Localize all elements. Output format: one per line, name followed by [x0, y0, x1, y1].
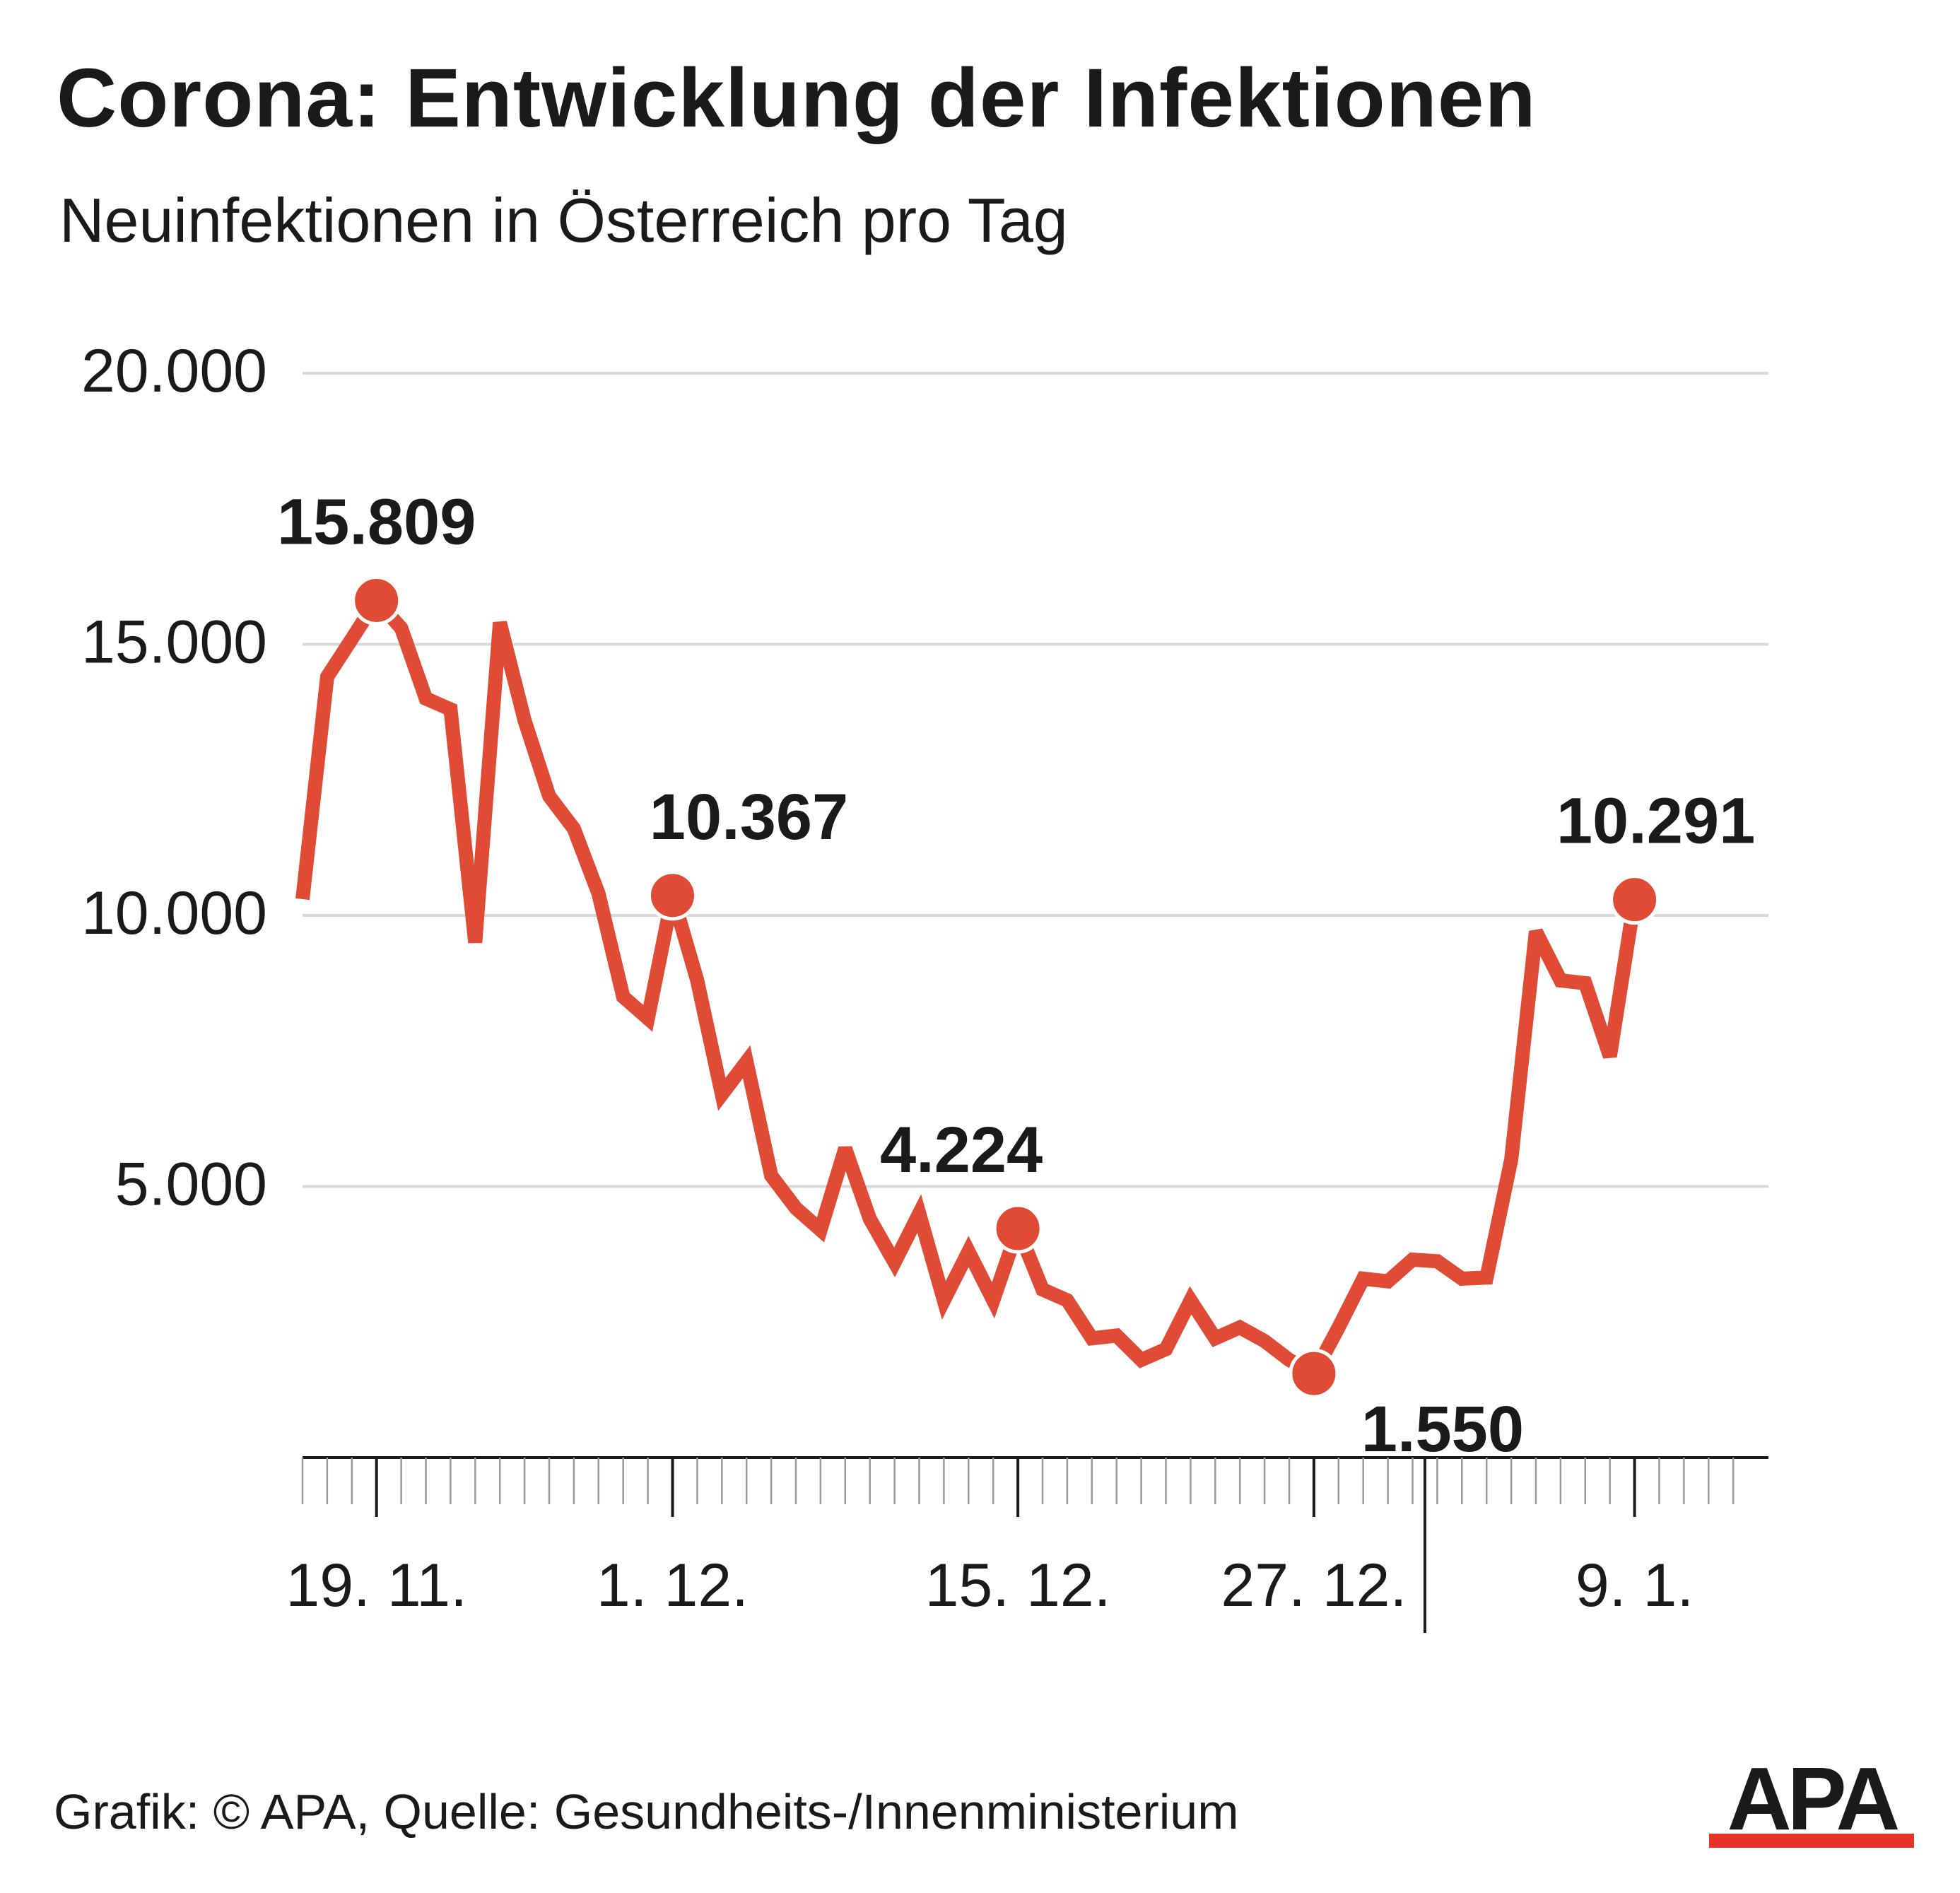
data-label: 10.291 [1556, 785, 1755, 857]
y-tick-label: 15.000 [81, 609, 267, 676]
data-label: 1.550 [1361, 1393, 1524, 1465]
source-credit: Grafik: © APA, Quelle: Gesundheits-/Inne… [54, 1784, 1239, 1839]
x-tick-label: 15. 12. [925, 1552, 1111, 1619]
highlight-marker [351, 575, 402, 626]
series-line [295, 588, 1642, 1383]
line-chart: 5.000 10.000 15.000 20.000 19. 11. 1. 12. 15.… [81, 337, 1768, 1633]
highlight-marker [1289, 1348, 1339, 1399]
y-tick-label: 20.000 [81, 337, 267, 405]
x-axis: 19. 11. 1. 12. 15. 12. 27. 12. 9. 1. [286, 1456, 1768, 1633]
data-label: 15.809 [277, 486, 476, 558]
x-tick-label: 27. 12. [1221, 1552, 1407, 1619]
data-label: 10.367 [650, 781, 848, 853]
label-layer: 15.809 10.367 4.224 1.550 10.291 [277, 486, 1755, 1465]
chart-subtitle: Neuinfektionen in Österreich pro Tag [59, 185, 1068, 255]
marker-layer [351, 575, 1660, 1399]
logo-text: APA [1727, 1760, 1899, 1848]
x-tick-label: 19. 11. [286, 1552, 467, 1619]
logo-underline [1709, 1834, 1914, 1848]
x-tick-label: 9. 1. [1575, 1552, 1694, 1619]
y-tick-label: 5.000 [115, 1151, 267, 1219]
data-label: 4.224 [880, 1114, 1043, 1186]
y-tick-label: 10.000 [81, 879, 267, 947]
grid-layer: 5.000 10.000 15.000 20.000 [81, 337, 1768, 1219]
highlight-marker [1609, 874, 1660, 925]
highlight-marker [992, 1203, 1043, 1254]
chart-title: Corona: Entwicklung der Infektionen [57, 52, 1537, 145]
x-tick-label: 1. 12. [597, 1552, 749, 1619]
series-layer [295, 588, 1642, 1383]
highlight-marker [647, 870, 698, 921]
apa-logo: APA [1709, 1760, 1914, 1848]
